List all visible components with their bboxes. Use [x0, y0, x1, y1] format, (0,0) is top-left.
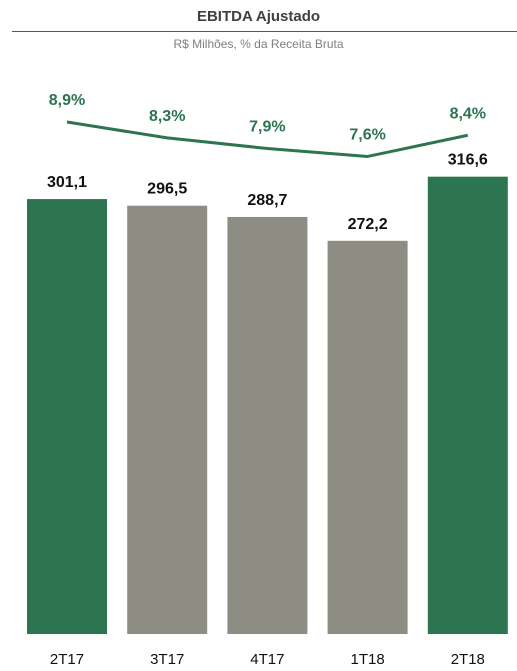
- bar-3t17: [127, 205, 208, 634]
- bar-4t17: [227, 216, 308, 635]
- x-tick-label: 1T18: [350, 651, 384, 668]
- bar-value-label: 296,5: [147, 181, 187, 198]
- x-tick-label: 3T17: [150, 651, 184, 668]
- margin-value-label: 7,9%: [249, 119, 285, 136]
- margin-line: [66, 120, 469, 158]
- x-tick-label: 4T17: [250, 651, 284, 668]
- labels-layer: 301,1 2T17 8,9% 296,5 3T17 8,3% 288,7 4T17 7,9% 2…: [47, 92, 488, 668]
- margin-value-label: 8,3%: [149, 108, 185, 125]
- margin-value-label: 7,6%: [349, 126, 385, 143]
- bars-layer: [27, 176, 508, 635]
- chart-title: EBITDA Ajustado: [196, 8, 321, 25]
- bar-value-label: 272,2: [348, 216, 388, 233]
- margin-value-label: 8,4%: [450, 105, 486, 122]
- x-tick-label: 2T18: [451, 651, 485, 668]
- bar-value-label: 316,6: [448, 152, 488, 169]
- bar-2t18: [427, 176, 508, 634]
- bar-value-label: 288,7: [247, 192, 287, 209]
- title-divider: [12, 31, 517, 32]
- bar-1t18: [327, 240, 408, 634]
- bar-value-label: 301,1: [47, 174, 87, 191]
- bar-2t17: [27, 199, 107, 635]
- margin-line-layer: [66, 120, 469, 158]
- chart-subtitle: R$ Milhões, % da Receita Bruta: [173, 37, 344, 51]
- x-tick-label: 2T17: [50, 651, 84, 668]
- margin-value-label: 8,9%: [49, 92, 85, 109]
